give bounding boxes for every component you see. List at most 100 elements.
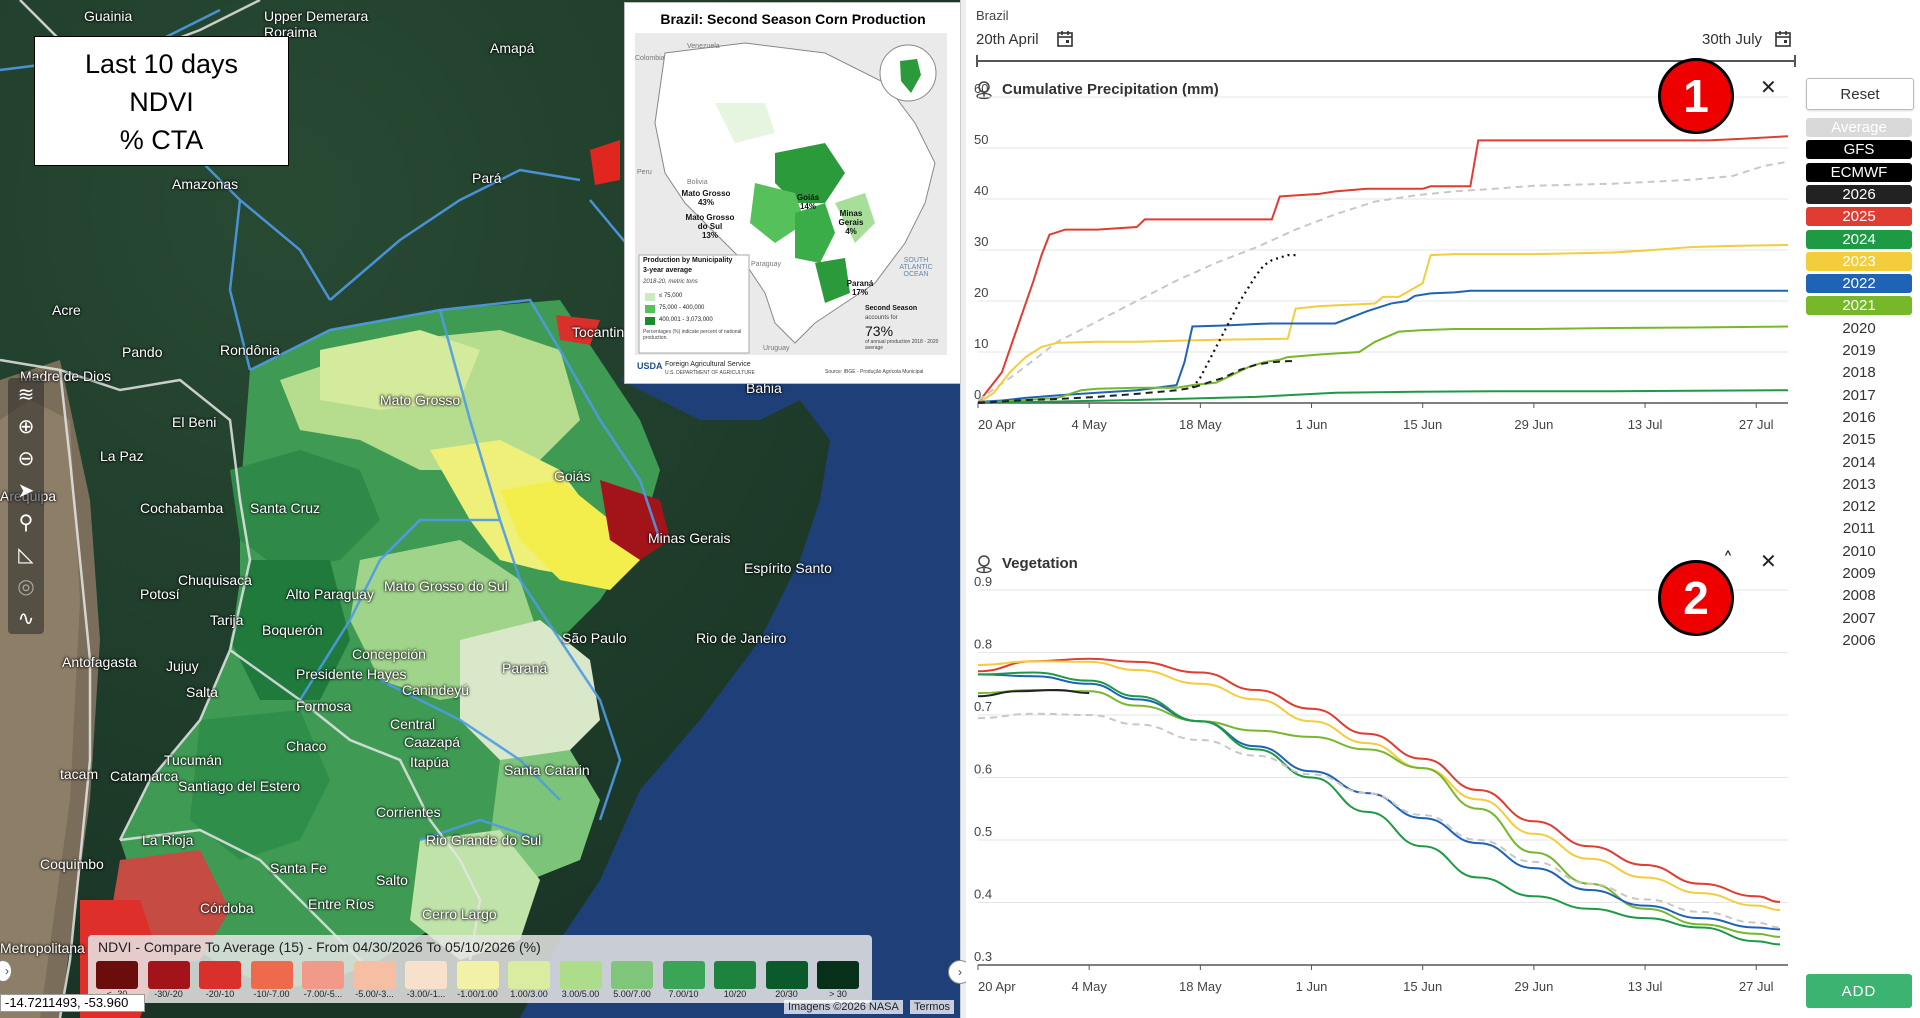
layers-icon[interactable]: ≋ — [17, 382, 35, 406]
date-range-slider[interactable] — [976, 55, 1796, 67]
cursor-coordinates: -14.7211493, -53.960 — [0, 994, 145, 1012]
start-calendar-icon[interactable] — [1056, 30, 1074, 48]
legend-swatch[interactable] — [405, 961, 447, 989]
measure-icon[interactable]: ◺ — [18, 542, 34, 566]
map-label-goias: Goiás — [554, 468, 591, 484]
legend-swatch[interactable] — [199, 961, 241, 989]
series-line-2021[interactable] — [977, 688, 1781, 938]
series-toggle-2015[interactable]: 2015 — [1842, 431, 1876, 449]
legend-swatch[interactable] — [508, 961, 550, 989]
search-icon[interactable]: ⚲ — [18, 510, 34, 534]
series-toggle-2024[interactable]: 2024 — [1806, 229, 1912, 249]
end-calendar-icon[interactable] — [1774, 30, 1792, 48]
x-tick-label: 27 Jul — [1739, 417, 1774, 432]
map-label-caazapa: Caazapá — [404, 734, 461, 750]
legend-swatch[interactable] — [559, 961, 602, 989]
x-tick-label: 27 Jul — [1739, 979, 1774, 994]
series-toggle-2014[interactable]: 2014 — [1842, 453, 1876, 471]
legend-swatch[interactable] — [456, 961, 499, 989]
legend-swatch[interactable] — [96, 961, 138, 989]
series-line-2025[interactable] — [977, 135, 1789, 404]
map-label-rio-de-janeiro: Rio de Janeiro — [696, 630, 787, 646]
series-toggle-2019[interactable]: 2019 — [1842, 342, 1876, 359]
series-line-2022[interactable] — [977, 289, 1788, 403]
y-tick-label: 60 — [974, 81, 988, 96]
legend-swatch[interactable] — [302, 961, 344, 989]
legend-swatch[interactable] — [662, 961, 705, 989]
series-toggle-2009[interactable]: 2009 — [1842, 565, 1876, 582]
legend-swatch-label: -3.00/-1... — [406, 989, 446, 999]
series-line-average[interactable] — [977, 712, 1781, 929]
series-toggle-2012[interactable]: 2012 — [1842, 498, 1876, 516]
zoom-out-icon[interactable]: ⊖ — [17, 446, 35, 470]
map-label-parana: Paraná — [502, 660, 548, 676]
series-toggle-2013[interactable]: 2013 — [1842, 475, 1876, 493]
series-line-2025[interactable] — [977, 657, 1781, 903]
map-label-espirito-santo: Espírito Santo — [744, 560, 832, 576]
navigate-icon[interactable]: ➤ — [17, 478, 35, 502]
close-chart-icon[interactable]: ✕ — [1760, 549, 1777, 573]
range-start-handle[interactable] — [976, 55, 978, 67]
series-line-2024[interactable] — [977, 671, 1781, 946]
series-line-2023[interactable] — [977, 660, 1781, 911]
map-label-santa-fe: Santa Fe — [270, 860, 327, 876]
series-toggle-gfs[interactable]: GFS — [1806, 140, 1912, 160]
series-toggle-2020[interactable]: 2020 — [1842, 319, 1876, 337]
legend-swatch[interactable] — [611, 961, 653, 989]
series-toggle-2025[interactable]: 2025 — [1806, 207, 1912, 227]
reset-button[interactable]: Reset — [1806, 78, 1914, 110]
y-tick-label: 30 — [974, 234, 988, 249]
collapse-chart-icon[interactable]: ˄ — [1723, 548, 1733, 572]
zoom-in-icon[interactable]: ⊕ — [17, 414, 35, 438]
map-terms-link[interactable]: Termos — [910, 1000, 955, 1014]
annotation-badge-2: 2 — [1658, 560, 1734, 636]
series-toggle-2021[interactable]: 2021 — [1806, 296, 1912, 316]
legend-swatch[interactable] — [147, 961, 190, 989]
x-tick-label: 1 Jun — [1296, 417, 1328, 432]
series-line-2024[interactable] — [977, 389, 1789, 404]
range-end-handle[interactable] — [1794, 55, 1796, 67]
series-toggle-2008[interactable]: 2008 — [1842, 587, 1876, 605]
y-tick-label: 0.7 — [974, 699, 992, 714]
series-toggle-2018[interactable]: 2018 — [1842, 364, 1876, 382]
legend-swatch[interactable] — [353, 961, 396, 989]
start-date[interactable]: 20th April — [976, 31, 1039, 48]
series-toggle-2023[interactable]: 2023 — [1806, 251, 1912, 271]
legend-swatch-label: 3.00/5.00 — [561, 989, 600, 999]
series-line-2021[interactable] — [977, 325, 1789, 404]
series-toggle-2022[interactable]: 2022 — [1806, 274, 1912, 294]
usda-logo: USDA — [637, 361, 663, 371]
series-toggle-2011[interactable]: 2011 — [1842, 520, 1876, 538]
legend-swatch[interactable] — [714, 961, 756, 989]
precipitation-chart-panel: Cumulative Precipitation (mm) ˄ ✕ 010203… — [966, 70, 1802, 540]
series-line-average[interactable] — [977, 160, 1789, 402]
inset-accounts-for: accounts for — [865, 315, 898, 321]
inset-legend-item-mid: 75,000 - 400,000 — [659, 305, 705, 311]
map-label-santiago-del-estero: Santiago del Estero — [178, 778, 301, 794]
draw-icon[interactable]: ∿ — [17, 606, 35, 630]
series-toggle-2007[interactable]: 2007 — [1842, 609, 1876, 627]
series-line-2026[interactable] — [977, 688, 1090, 698]
close-chart-icon[interactable]: ✕ — [1760, 75, 1777, 99]
legend-swatch[interactable] — [250, 961, 293, 989]
series-line-2022[interactable] — [977, 673, 1781, 931]
legend-swatch[interactable] — [765, 961, 808, 989]
ndvi-legend: NDVI - Compare To Average (15) - From 04… — [88, 935, 872, 1003]
series-line-2026[interactable] — [977, 360, 1296, 404]
series-toggle-average[interactable]: Average — [1806, 118, 1912, 137]
series-toggle-2006[interactable]: 2006 — [1842, 631, 1876, 649]
series-toggle-2017[interactable]: 2017 — [1842, 386, 1876, 404]
map-label-salta: Salta — [186, 684, 218, 700]
map-view[interactable]: Guainia Upper Demerara Roraima Amapá Ama… — [0, 0, 960, 1018]
end-date[interactable]: 30th July — [1702, 31, 1763, 48]
add-button[interactable]: ADD — [1806, 974, 1912, 1008]
legend-swatch[interactable] — [817, 961, 859, 989]
map-label-amazonas: Amazonas — [172, 176, 239, 192]
series-toggle-2016[interactable]: 2016 — [1842, 408, 1876, 426]
series-toggle-2010[interactable]: 2010 — [1842, 542, 1876, 560]
locate-icon[interactable]: ◎ — [17, 574, 35, 598]
series-toggle-2026[interactable]: 2026 — [1806, 184, 1912, 204]
panel-divider[interactable] — [960, 0, 967, 1018]
series-line-2023[interactable] — [977, 243, 1789, 404]
series-toggle-ecmwf[interactable]: ECMWF — [1806, 162, 1912, 182]
